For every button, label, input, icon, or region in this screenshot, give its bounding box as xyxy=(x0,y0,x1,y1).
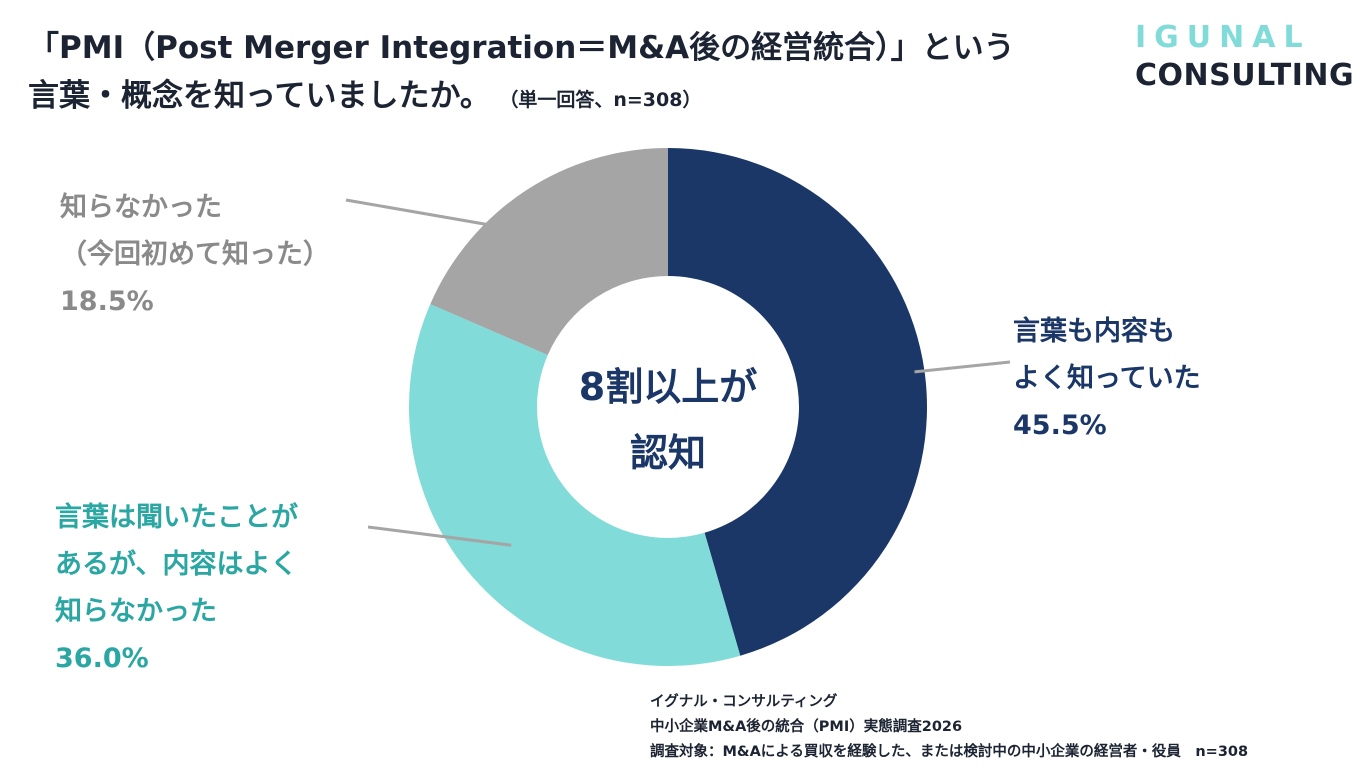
title-line-1: 「PMI（Post Merger Integration＝M&A後の経営統合）」… xyxy=(28,30,1015,66)
center-text-line-2: 認知 xyxy=(629,431,706,475)
slice-label-unaware-line-2: （今回初めて知った） xyxy=(60,239,330,270)
slice-label-heard-only: 言葉は聞いたことが あるが、内容はよく 知らなかった 36.0% xyxy=(55,494,298,682)
slice-aware xyxy=(668,148,927,656)
slice-label-heard-only-line-3: 知らなかった xyxy=(55,596,217,627)
source-line-3: 調査対象：M&Aによる買収を経験した、または検討中の中小企業の経営者・役員 n=… xyxy=(650,744,1249,760)
slice-unaware xyxy=(430,147,668,355)
slice-label-heard-only-line-1: 言葉は聞いたことが xyxy=(55,502,298,533)
slice-label-heard-only-line-2: あるが、内容はよく xyxy=(55,549,298,580)
leader-line-heard-only xyxy=(367,525,512,547)
slice-heard-only xyxy=(408,304,741,666)
slice-label-aware: 言葉も内容も よく知っていた 45.5% xyxy=(1013,308,1201,449)
slice-label-unaware-line-1: 知らなかった xyxy=(60,192,222,223)
source-line-2: 中小企業M&A後の統合（PMI）実態調査2026 xyxy=(650,719,963,735)
leader-line-unaware xyxy=(345,198,557,238)
brand-logo-igunal: IGUNAL xyxy=(1135,20,1311,55)
title-line-2: 言葉・概念を知っていましたか。 （単一回答、n=308） xyxy=(28,72,1088,124)
donut-center-text: 8割以上が 認知 xyxy=(538,354,798,486)
source-line-1: イグナル・コンサルティング xyxy=(650,694,838,710)
slice-label-aware-line-1: 言葉も内容も xyxy=(1013,316,1175,347)
center-text-line-1: 8割以上が xyxy=(578,365,758,409)
title-note: （単一回答、n=308） xyxy=(508,89,702,111)
slice-value-unaware: 18.5% xyxy=(60,286,154,317)
slice-label-unaware: 知らなかった （今回初めて知った） 18.5% xyxy=(60,184,330,325)
leader-line-aware xyxy=(914,360,1011,374)
slice-value-aware: 45.5% xyxy=(1013,410,1107,441)
slice-value-heard-only: 36.0% xyxy=(55,643,149,674)
source-note: イグナル・コンサルティング 中小企業M&A後の統合（PMI）実態調査2026 調… xyxy=(650,690,1248,765)
title-question: 言葉・概念を知っていましたか。 xyxy=(28,78,491,114)
chart-title: 「PMI（Post Merger Integration＝M&A後の経営統合）」… xyxy=(28,24,1088,124)
slice-label-aware-line-2: よく知っていた xyxy=(1013,363,1201,394)
brand-logo-consulting: CONSULTING xyxy=(1135,58,1355,93)
